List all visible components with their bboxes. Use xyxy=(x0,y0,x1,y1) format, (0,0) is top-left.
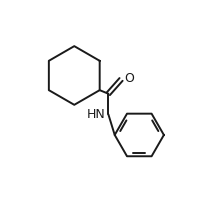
Text: HN: HN xyxy=(87,108,106,121)
Text: O: O xyxy=(124,72,134,85)
